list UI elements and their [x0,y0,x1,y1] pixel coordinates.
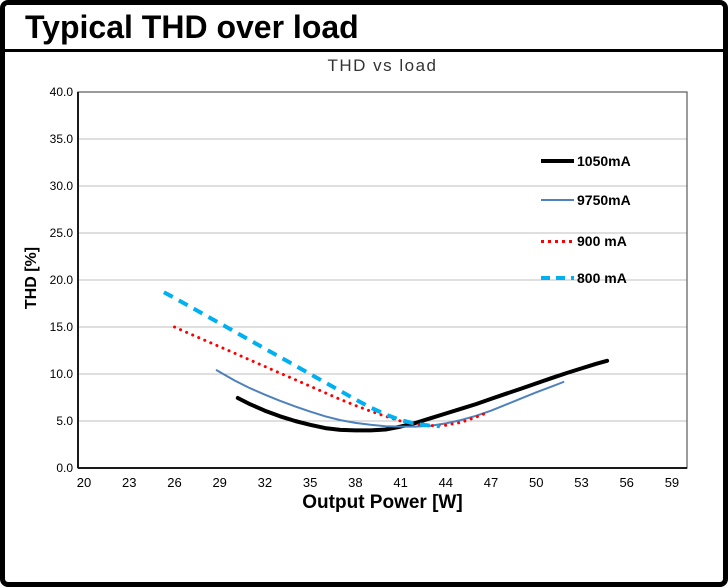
legend-entry-800mA: 800 mA [541,268,691,288]
legend-label: 800 mA [577,270,627,286]
series-line-800mA [162,290,440,429]
legend-line-sample-800mA [541,276,574,280]
y-axis-title: THD [%] [23,246,40,310]
y-tick-label: 40.0 [50,85,74,99]
y-tick-label: 25.0 [50,226,74,240]
x-tick-label: 50 [529,475,543,490]
legend-label: 900 mA [577,233,627,249]
x-tick-label: 29 [212,475,226,490]
x-tick-label: 32 [258,475,272,490]
legend-label: 9750mA [577,192,631,208]
x-tick-label: 26 [167,475,181,490]
x-axis-title: Output Power [W] [302,492,463,513]
series-line-900mA [173,325,491,428]
x-tick-label: 56 [619,475,633,490]
x-tick-label: 59 [665,475,679,490]
legend-line-sample-1050mA [541,159,574,163]
x-tick-label: 35 [303,475,317,490]
legend-label: 1050mA [577,153,631,169]
legend-line-sample-9750mA [541,199,574,201]
chart-title: THD vs load [327,56,438,75]
y-tick-label: 30.0 [50,179,74,193]
y-tick-label: 0.0 [56,461,73,475]
x-tick-label: 44 [439,475,453,490]
y-tick-label: 35.0 [50,132,74,146]
legend-entry-900mA: 900 mA [541,231,691,251]
legend-entry-1050mA: 1050mA [541,151,691,171]
series-line-1050mA [235,358,610,433]
y-tick-label: 15.0 [50,320,74,334]
y-tick-label: 5.0 [56,414,73,428]
legend-entry-9750mA: 9750mA [541,190,691,210]
x-tick-label: 20 [77,475,91,490]
x-tick-label: 23 [122,475,136,490]
x-tick-label: 53 [574,475,588,490]
y-tick-label: 10.0 [50,367,74,381]
x-tick-label: 47 [484,475,498,490]
page-title: Typical THD over load [25,8,359,45]
y-tick-label: 20.0 [50,273,74,287]
slide-title-bar: Typical THD over load [5,5,723,52]
x-tick-label: 38 [348,475,362,490]
legend-line-sample-900mA [541,239,574,243]
series-line-9750mA [215,369,565,428]
x-tick-label: 41 [393,475,407,490]
